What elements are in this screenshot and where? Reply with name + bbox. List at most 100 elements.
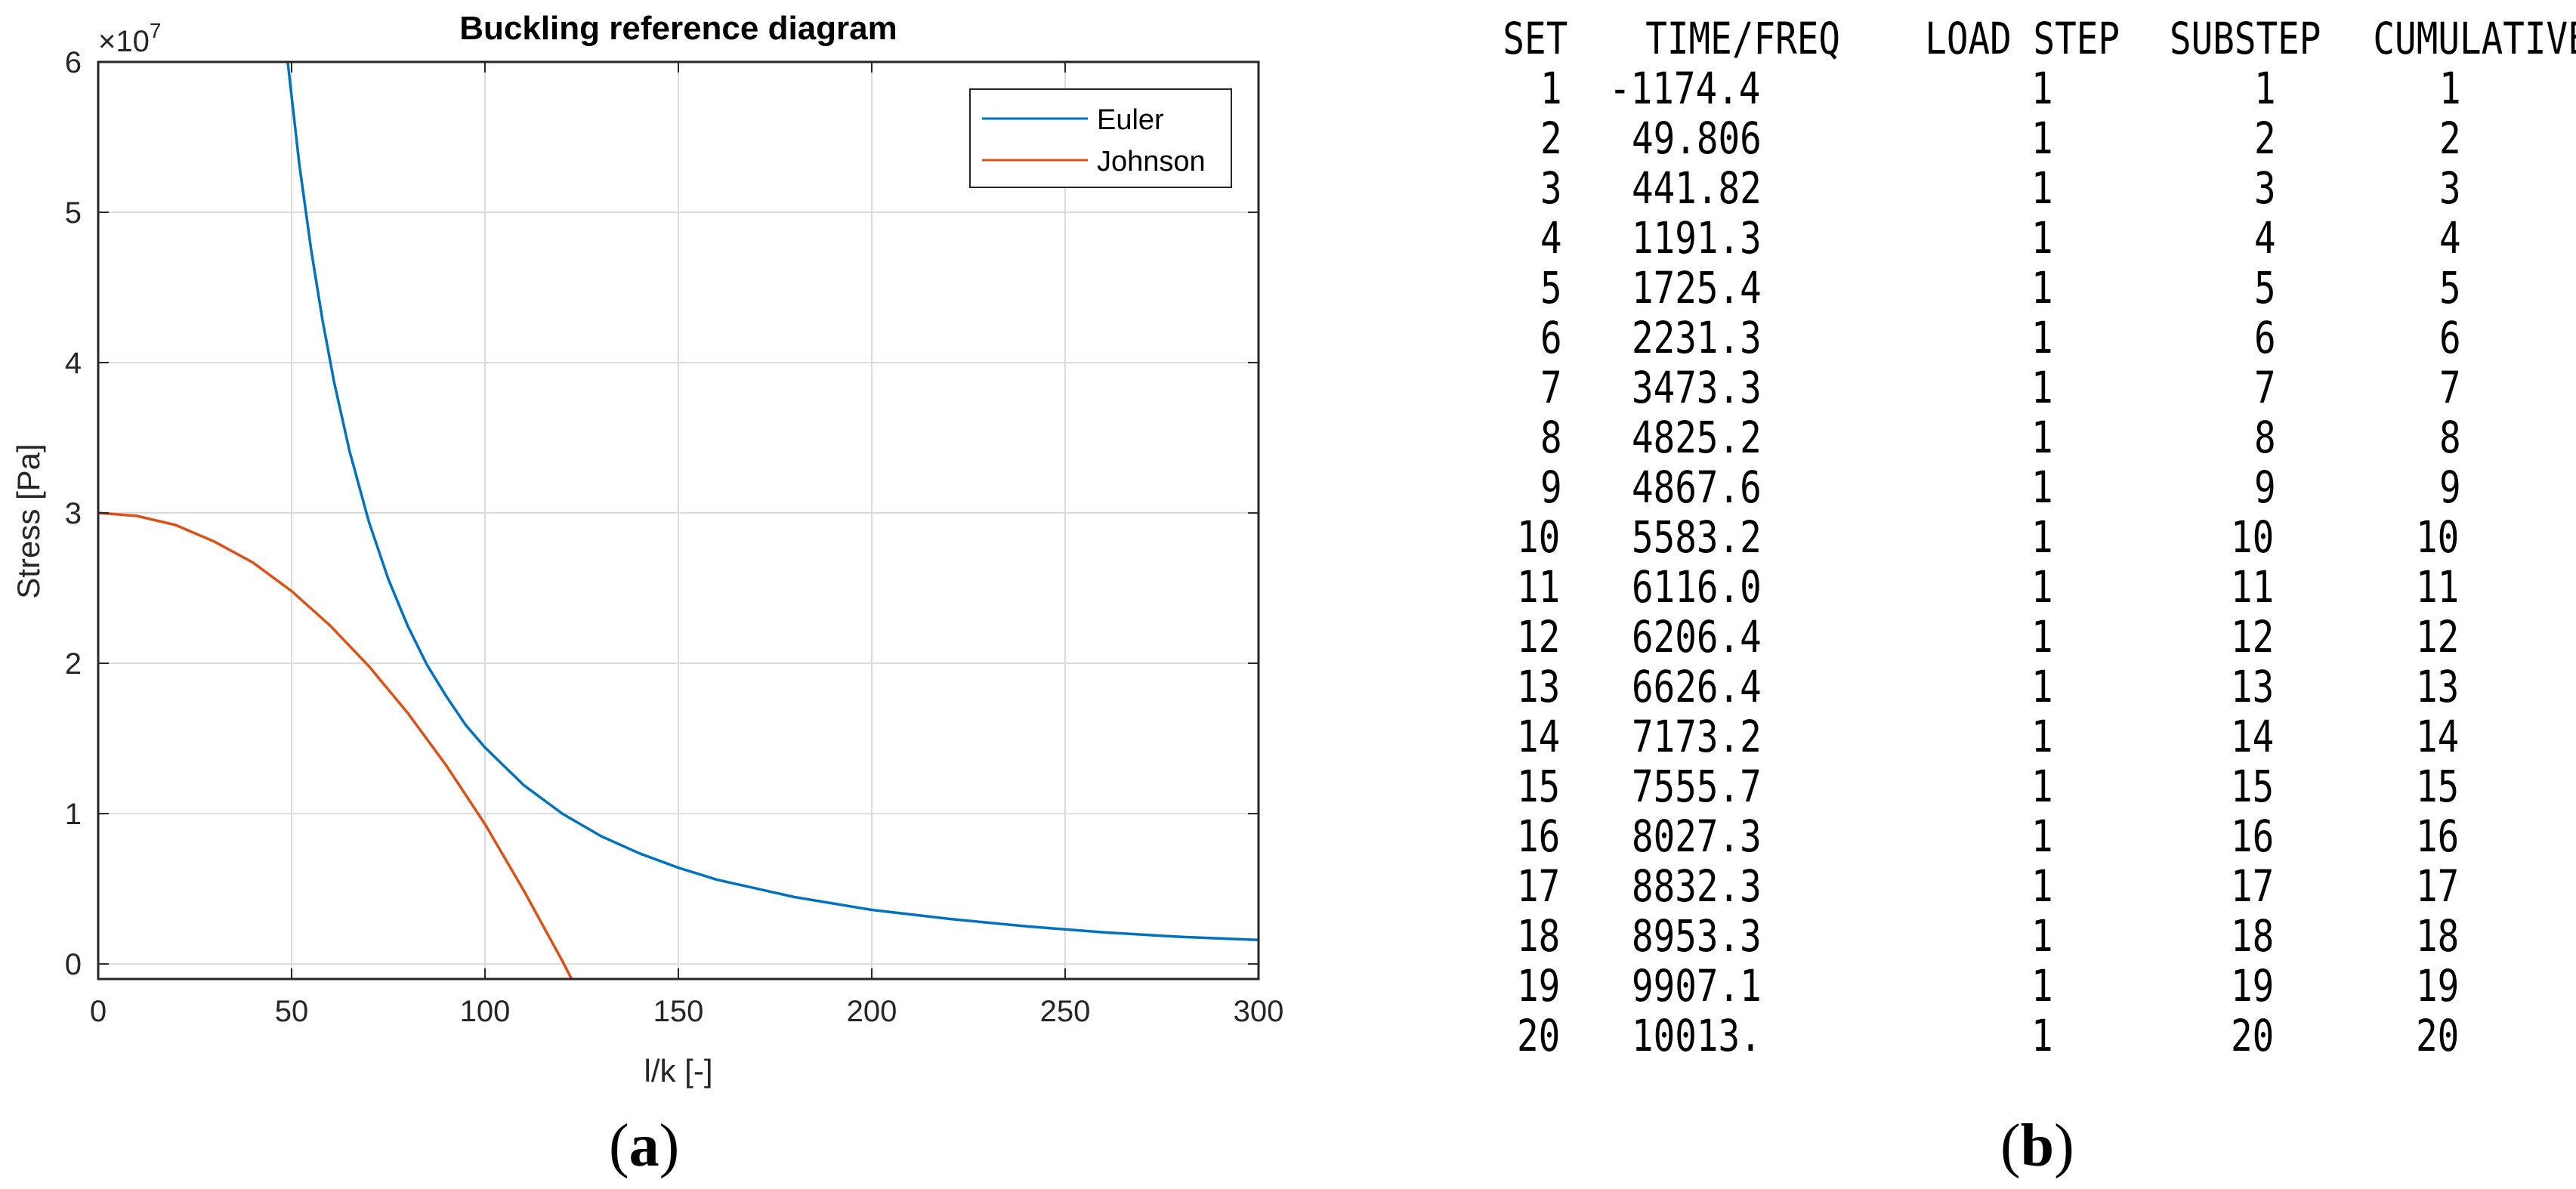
cell-load-step: 1	[2031, 63, 2053, 114]
cell-set: 14	[1516, 711, 1560, 762]
cell-cumulative: 12	[2415, 611, 2459, 662]
series-line-euler	[286, 62, 1259, 942]
cell-time-freq: 7173.2	[1632, 711, 1762, 762]
y-tick-label: 3	[65, 497, 82, 530]
cell-set: 7	[1540, 362, 1562, 413]
cell-cumulative: 9	[2439, 462, 2461, 513]
cell-cumulative: 6	[2439, 312, 2461, 363]
col-header-load-step: LOAD STEP	[1925, 13, 2120, 64]
cell-substep: 3	[2253, 162, 2276, 214]
cell-cumulative: 5	[2439, 262, 2461, 313]
cell-load-step: 1	[2031, 960, 2053, 1011]
cell-set: 17	[1516, 860, 1560, 912]
cell-cumulative: 10	[2415, 511, 2459, 563]
cell-set: 19	[1516, 960, 1560, 1011]
cell-substep: 4	[2253, 212, 2276, 264]
cell-cumulative: 4	[2439, 212, 2461, 264]
cell-set: 10	[1516, 511, 1560, 563]
cell-time-freq: 8027.3	[1632, 811, 1762, 862]
cell-cumulative: 13	[2415, 661, 2459, 712]
x-tick-label: 300	[1234, 995, 1284, 1028]
cell-cumulative: 16	[2415, 811, 2459, 862]
cell-load-step: 1	[2031, 561, 2053, 613]
cell-substep: 19	[2230, 960, 2274, 1011]
cell-load-step: 1	[2031, 462, 2053, 513]
grid	[97, 61, 1259, 979]
y-tick-label: 6	[65, 46, 82, 79]
cell-load-step: 1	[2031, 412, 2053, 463]
cell-time-freq: 5583.2	[1632, 511, 1762, 563]
cell-load-step: 1	[2031, 1010, 2053, 1061]
cell-time-freq: 7555.7	[1632, 761, 1762, 812]
x-tick-label: 200	[847, 995, 897, 1028]
cell-load-step: 1	[2031, 910, 2053, 962]
cell-cumulative: 18	[2415, 910, 2459, 962]
y-tick-label: 4	[65, 347, 82, 380]
cell-cumulative: 1	[2439, 63, 2461, 114]
cell-substep: 13	[2230, 661, 2274, 712]
cell-load-step: 1	[2031, 860, 2053, 912]
cell-time-freq: 2231.3	[1632, 312, 1762, 363]
x-tick-label: 100	[460, 995, 511, 1028]
cell-substep: 16	[2230, 811, 2274, 862]
cell-set: 13	[1516, 661, 1560, 712]
cell-set: 18	[1516, 910, 1560, 962]
cell-time-freq: 8953.3	[1632, 910, 1762, 962]
cell-substep: 5	[2253, 262, 2276, 313]
cell-time-freq: 3473.3	[1632, 362, 1762, 413]
cell-load-step: 1	[2031, 162, 2053, 214]
cell-time-freq: 441.82	[1632, 162, 1762, 214]
cell-set: 16	[1516, 811, 1560, 862]
legend-box	[969, 88, 1232, 188]
cell-cumulative: 7	[2439, 362, 2461, 413]
cell-cumulative: 17	[2415, 860, 2459, 912]
cell-load-step: 1	[2031, 362, 2053, 413]
cell-set: 11	[1516, 561, 1560, 613]
col-header-substep: SUBSTEP	[2169, 13, 2321, 64]
col-header-cumulative: CUMULATIVE	[2373, 13, 2576, 64]
y-tick-label: 5	[65, 196, 82, 230]
cell-set: 9	[1540, 462, 1562, 513]
cell-cumulative: 14	[2415, 711, 2459, 762]
x-tick-label: 150	[653, 995, 704, 1028]
cell-cumulative: 15	[2415, 761, 2459, 812]
y-tick-label: 2	[65, 647, 82, 681]
cell-cumulative: 8	[2439, 412, 2461, 463]
x-tick-label: 50	[275, 995, 309, 1028]
series-lines	[98, 62, 1259, 979]
y-multiplier-base: ×10	[98, 25, 150, 58]
series-line-johnson	[98, 511, 573, 979]
cell-time-freq: 6626.4	[1632, 661, 1762, 712]
col-header-time-freq: TIME/FREQ	[1645, 13, 1840, 64]
axis-ticks: 0 50 100 150 200 250 300 0 1 2 3 4 5 6	[65, 46, 1284, 1028]
cell-time-freq: -1174.4	[1609, 63, 1761, 114]
cell-set: 2	[1540, 113, 1562, 164]
cell-cumulative: 19	[2415, 960, 2459, 1011]
chart-title: Buckling reference diagram	[459, 10, 897, 47]
cell-load-step: 1	[2031, 511, 2053, 563]
cell-load-step: 1	[2031, 661, 2053, 712]
cell-time-freq: 6206.4	[1632, 611, 1762, 662]
cell-substep: 7	[2253, 362, 2276, 413]
cell-set: 6	[1540, 312, 1562, 363]
cell-load-step: 1	[2031, 312, 2053, 363]
cell-set: 1	[1540, 63, 1562, 114]
cell-substep: 12	[2230, 611, 2274, 662]
cell-cumulative: 11	[2415, 561, 2459, 613]
cell-substep: 8	[2253, 412, 2276, 463]
cell-load-step: 1	[2031, 811, 2053, 862]
cell-set: 12	[1516, 611, 1560, 662]
cell-set: 3	[1540, 162, 1562, 214]
cell-time-freq: 6116.0	[1632, 561, 1762, 613]
cell-load-step: 1	[2031, 113, 2053, 164]
cell-substep: 20	[2230, 1010, 2274, 1061]
y-multiplier: ×107	[98, 19, 161, 58]
cell-set: 15	[1516, 761, 1560, 812]
cell-set: 8	[1540, 412, 1562, 463]
x-tick-label: 0	[90, 995, 107, 1028]
cell-set: 5	[1540, 262, 1562, 313]
cell-cumulative: 20	[2415, 1010, 2459, 1061]
panel-label-a: (a)	[609, 1113, 680, 1179]
cell-substep: 11	[2230, 561, 2274, 613]
